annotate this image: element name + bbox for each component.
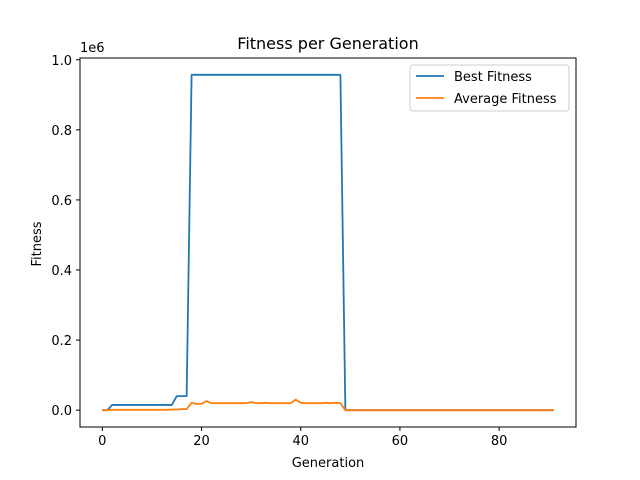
y-tick-label: 0.2 (51, 334, 72, 349)
x-tick-label: 0 (98, 434, 106, 449)
chart-title: Fitness per Generation (237, 34, 418, 53)
y-tick-label: 0.8 (51, 124, 72, 139)
y-tick-label: 1.0 (51, 54, 72, 69)
x-tick-label: 20 (193, 434, 210, 449)
x-tick-label: 60 (392, 434, 409, 449)
series-line-average-fitness (102, 398, 554, 412)
plot-area: 0 20 40 60 80 0.0 0.2 0.4 0.6 0.8 1.0 (51, 54, 577, 449)
y-tick-label: 0.4 (51, 264, 72, 279)
legend: Best Fitness Average Fitness (409, 64, 570, 112)
y-tick-label: 0.0 (51, 404, 72, 419)
y-offset-text: 1e6 (80, 41, 105, 56)
legend-label-best-fitness: Best Fitness (454, 70, 532, 85)
y-axis-label: Fitness (30, 221, 45, 266)
x-tick-label: 80 (491, 434, 508, 449)
legend-box (409, 64, 570, 112)
x-tick-label: 40 (292, 434, 309, 449)
y-tick-label: 0.6 (51, 194, 72, 209)
axes-frame (79, 57, 577, 428)
x-axis-label: Generation (292, 456, 365, 471)
legend-label-average-fitness: Average Fitness (454, 92, 557, 107)
